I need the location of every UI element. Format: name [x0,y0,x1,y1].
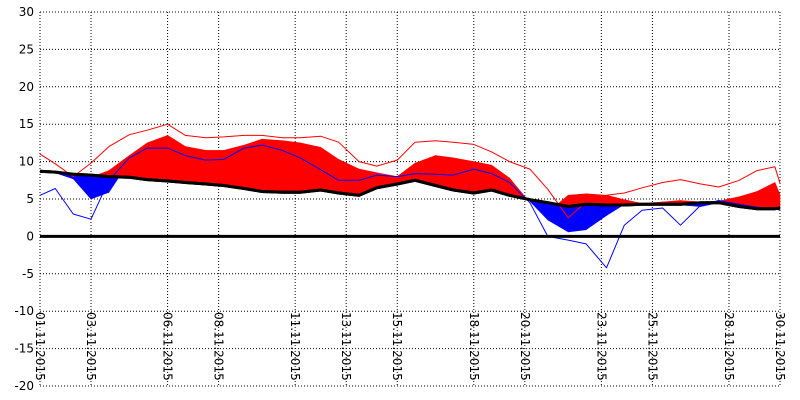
y-tick-label: 15 [19,117,34,131]
warm-anomaly-area [108,155,130,178]
y-tick-label: 10 [19,155,34,169]
warm-anomaly-area [261,138,283,193]
y-tick-label: -10 [14,304,34,318]
x-tick-label: 13.11.2015 [339,312,353,381]
y-tick-label: 25 [19,42,34,56]
x-tick-label: 08.11.2015 [212,312,226,381]
warm-anomaly-area [282,140,301,193]
grid [39,11,781,387]
y-tick-label: 0 [26,229,34,243]
warm-anomaly-area [338,158,360,196]
series-line [39,144,781,269]
warm-anomaly-area [756,182,776,209]
warm-anomaly-area [774,182,781,210]
warm-anomaly-area [129,142,148,180]
warm-anomaly-area [146,134,168,182]
series-line [39,123,781,219]
cold-anomaly-area [606,204,625,217]
x-tick-label: 23.11.2015 [594,312,608,381]
y-tick-label: 30 [19,5,34,19]
x-tick-label: 20.11.2015 [518,312,532,381]
x-tick-label: 01.11.2015 [33,312,47,381]
y-axis-labels: -20 -15 -10 -5 0 5 10 15 20 25 30 [14,5,34,393]
y-tick-label: -5 [22,267,34,281]
warm-anomaly-area [205,150,224,186]
series-lines [39,123,781,269]
x-tick-label: 06.11.2015 [161,312,175,381]
y-tick-label: -15 [14,342,34,356]
x-axis-labels: 01.11.2015 03.11.2015 06.11.2015 08.11.2015… [33,312,787,381]
y-tick-label: -20 [14,379,34,393]
x-tick-label: 11.11.2015 [288,312,302,381]
cold-anomaly-area [585,203,607,231]
cold-anomaly-area [567,203,587,233]
x-tick-label: 03.11.2015 [84,312,98,381]
y-tick-label: 5 [26,192,34,206]
warm-anomaly-area [453,157,475,194]
x-tick-label: 28.11.2015 [722,312,736,381]
x-tick-label: 30.11.2015 [773,312,787,381]
x-tick-label: 25.11.2015 [645,312,659,381]
cold-anomaly-area [72,173,92,200]
y-tick-label: 20 [19,80,34,94]
x-tick-label: 18.11.2015 [467,312,481,381]
warm-anomaly-area [320,146,339,194]
x-tick-label: 15.11.2015 [390,312,404,381]
series-line [39,169,781,211]
warm-anomaly-area [473,161,493,194]
warm-anomaly-area [185,146,207,185]
warm-anomaly-area [223,144,245,189]
warm-anomaly-area [167,134,186,183]
fill-areas [51,134,781,233]
